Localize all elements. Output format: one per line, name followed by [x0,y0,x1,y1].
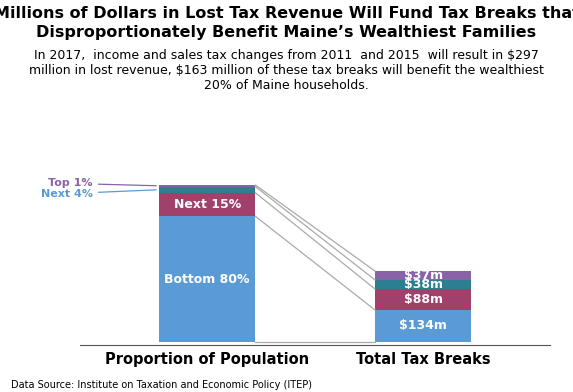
Text: $38m: $38m [403,278,442,291]
Text: Top 1%: Top 1% [49,178,156,189]
Text: Next 4%: Next 4% [41,189,156,199]
Bar [159,216,256,342]
Text: In 2017,  income and sales tax changes from 2011  and 2015  will result in $297
: In 2017, income and sales tax changes fr… [29,49,544,92]
Text: Bottom 80%: Bottom 80% [164,272,250,286]
Bar [375,289,472,310]
Bar [375,271,472,280]
Text: $88m: $88m [403,293,442,306]
Bar [159,185,256,187]
Text: Millions of Dollars in Lost Tax Revenue Will Fund Tax Breaks that: Millions of Dollars in Lost Tax Revenue … [0,6,573,21]
Text: Disproportionately Benefit Maine’s Wealthiest Families: Disproportionately Benefit Maine’s Wealt… [37,25,536,40]
Bar [375,280,472,289]
Bar [375,310,472,342]
Bar [159,193,256,216]
Bar [159,187,256,193]
Text: $37m: $37m [403,269,443,282]
Text: Data Source: Institute on Taxation and Economic Policy (ITEP): Data Source: Institute on Taxation and E… [11,380,312,390]
Text: $134m: $134m [399,319,447,332]
Text: Next 15%: Next 15% [174,198,241,211]
